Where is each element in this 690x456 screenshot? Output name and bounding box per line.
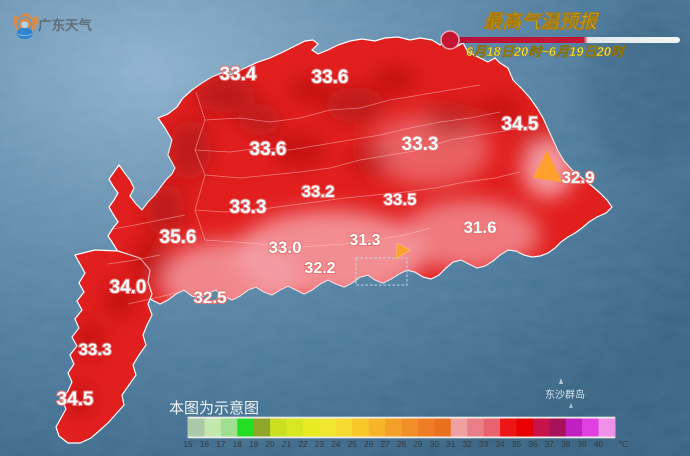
svg-text:33.5: 33.5 (383, 190, 416, 209)
svg-text:38: 38 (561, 439, 571, 449)
svg-text:本图为示意图: 本图为示意图 (169, 399, 259, 417)
svg-text:℃: ℃ (618, 439, 627, 449)
svg-text:34: 34 (495, 439, 505, 449)
svg-text:31: 31 (446, 439, 456, 449)
svg-text:24: 24 (331, 439, 341, 449)
svg-text:东沙群岛: 东沙群岛 (545, 388, 585, 401)
svg-text:33.3: 33.3 (230, 197, 267, 218)
svg-text:17: 17 (216, 439, 226, 449)
svg-text:32.2: 32.2 (304, 260, 335, 277)
svg-text:18: 18 (233, 439, 243, 449)
svg-text:21: 21 (282, 439, 292, 449)
svg-text:35.6: 35.6 (160, 227, 197, 248)
svg-text:28: 28 (397, 439, 407, 449)
svg-text:26: 26 (364, 439, 374, 449)
svg-text:33.3: 33.3 (78, 340, 111, 359)
svg-text:33.6: 33.6 (250, 139, 287, 160)
svg-text:15: 15 (183, 439, 193, 449)
svg-text:29: 29 (413, 439, 423, 449)
svg-text:40: 40 (594, 439, 604, 449)
svg-text:20: 20 (266, 439, 276, 449)
svg-text:31.3: 31.3 (349, 232, 380, 249)
svg-text:37: 37 (545, 439, 555, 449)
svg-text:35: 35 (512, 439, 522, 449)
svg-text:36: 36 (528, 439, 538, 449)
svg-text:22: 22 (298, 439, 308, 449)
svg-text:19: 19 (249, 439, 259, 449)
svg-text:39: 39 (578, 439, 588, 449)
svg-text:30: 30 (430, 439, 440, 449)
svg-text:25: 25 (348, 439, 358, 449)
svg-text:34.0: 34.0 (110, 277, 147, 298)
svg-text:23: 23 (315, 439, 325, 449)
svg-text:27: 27 (380, 439, 390, 449)
svg-text:34.5: 34.5 (57, 389, 94, 410)
svg-text:31.6: 31.6 (463, 218, 496, 237)
svg-text:6月18日20时~6月19日20时: 6月18日20时~6月19日20时 (466, 44, 626, 59)
svg-text:33.4: 33.4 (220, 64, 257, 85)
svg-text:33.0: 33.0 (268, 238, 301, 257)
svg-text:33.6: 33.6 (312, 67, 349, 88)
svg-text:32.5: 32.5 (193, 288, 226, 307)
svg-text:16: 16 (200, 439, 210, 449)
svg-text:33: 33 (479, 439, 489, 449)
svg-text:32: 32 (463, 439, 473, 449)
svg-text:34.5: 34.5 (502, 114, 539, 135)
svg-text:33.2: 33.2 (301, 182, 334, 201)
svg-text:最高气温预报: 最高气温预报 (483, 11, 600, 33)
svg-text:32.9: 32.9 (561, 168, 594, 187)
svg-text:广东天气: 广东天气 (38, 17, 92, 33)
svg-text:33.3: 33.3 (402, 134, 439, 155)
